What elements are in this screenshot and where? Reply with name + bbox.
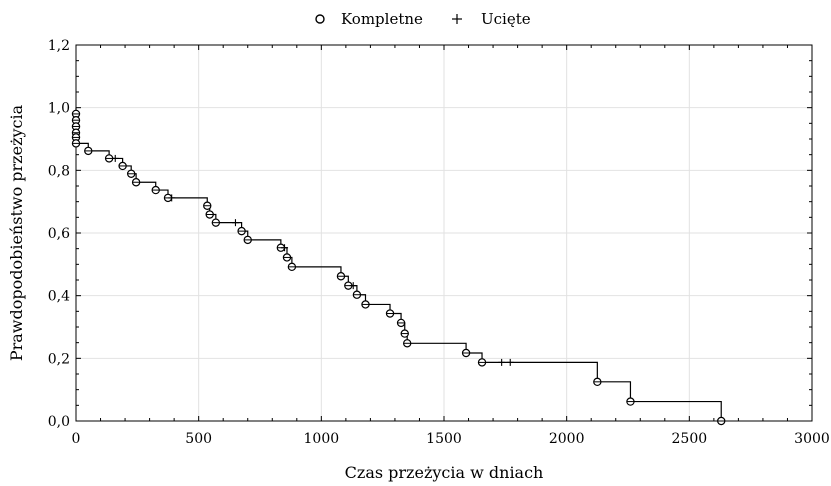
complete-marker (71, 139, 81, 148)
x-tick-label: 2000 (549, 431, 585, 447)
complete-marker (211, 218, 221, 227)
complete-marker (385, 309, 395, 318)
x-tick-labels: 0 500 1000 1500 2000 2500 3000 (72, 431, 830, 447)
censored-marker (111, 154, 119, 162)
x-tick-label: 0 (72, 431, 81, 447)
legend-complete-label: Kompletne (341, 10, 423, 28)
y-tick-labels: 0,0 0,2 0,4 0,6 0,8 1,0 1,2 (48, 38, 70, 430)
y-tick-label: 0,6 (48, 226, 70, 242)
complete-marker (477, 358, 487, 367)
y-tick-label: 1,0 (48, 101, 70, 117)
censored-marker (498, 358, 506, 366)
complete-marker (126, 169, 136, 178)
x-tick-label: 3000 (794, 431, 830, 447)
complete-marker (243, 235, 252, 245)
x-tick-label: 1500 (426, 431, 462, 447)
x-tick-label: 1000 (304, 431, 340, 447)
censored-markers (111, 154, 514, 366)
legend-censored-marker (452, 14, 462, 24)
complete-markers (71, 109, 726, 426)
complete-marker (104, 154, 114, 163)
x-tick-label: 500 (185, 431, 212, 447)
complete-marker (118, 161, 127, 171)
y-tick-label: 0,4 (48, 289, 70, 305)
complete-marker (131, 178, 141, 187)
legend-censored-label: Ucięte (481, 10, 531, 28)
survival-step-line (75, 107, 722, 421)
complete-marker (71, 115, 81, 125)
complete-marker (336, 272, 346, 281)
complete-marker (626, 397, 635, 406)
complete-marker (203, 201, 212, 210)
complete-marker (403, 339, 412, 348)
complete-marker (352, 290, 362, 299)
complete-marker (396, 318, 406, 328)
x-tick-label: 2500 (672, 431, 708, 447)
complete-marker (282, 253, 292, 262)
censored-marker (231, 219, 239, 227)
grid (76, 45, 812, 421)
complete-marker (461, 348, 471, 358)
x-axis-title: Czas przeżycia w dniach (345, 463, 544, 482)
complete-marker (361, 300, 370, 309)
legend-complete-marker (315, 14, 325, 24)
censored-marker (349, 282, 357, 290)
complete-marker (593, 377, 602, 387)
censored-marker (168, 194, 176, 202)
y-axis-title: Prawdopodobieństwo przeżycia (7, 104, 26, 361)
censored-marker (506, 358, 514, 366)
complete-marker (717, 416, 726, 426)
complete-marker (237, 226, 246, 236)
censored-marker (281, 244, 289, 252)
y-tick-label: 0,8 (48, 163, 70, 179)
complete-marker (71, 133, 81, 142)
ticks (75, 44, 813, 422)
complete-marker (151, 185, 160, 195)
y-tick-label: 1,2 (48, 38, 70, 54)
complete-marker (287, 262, 297, 272)
y-tick-label: 0,0 (48, 414, 70, 430)
complete-marker (205, 210, 214, 219)
complete-marker (84, 146, 93, 156)
legend: Kompletne Ucięte (315, 10, 531, 28)
y-tick-label: 0,2 (48, 351, 70, 367)
complete-marker (400, 329, 409, 338)
